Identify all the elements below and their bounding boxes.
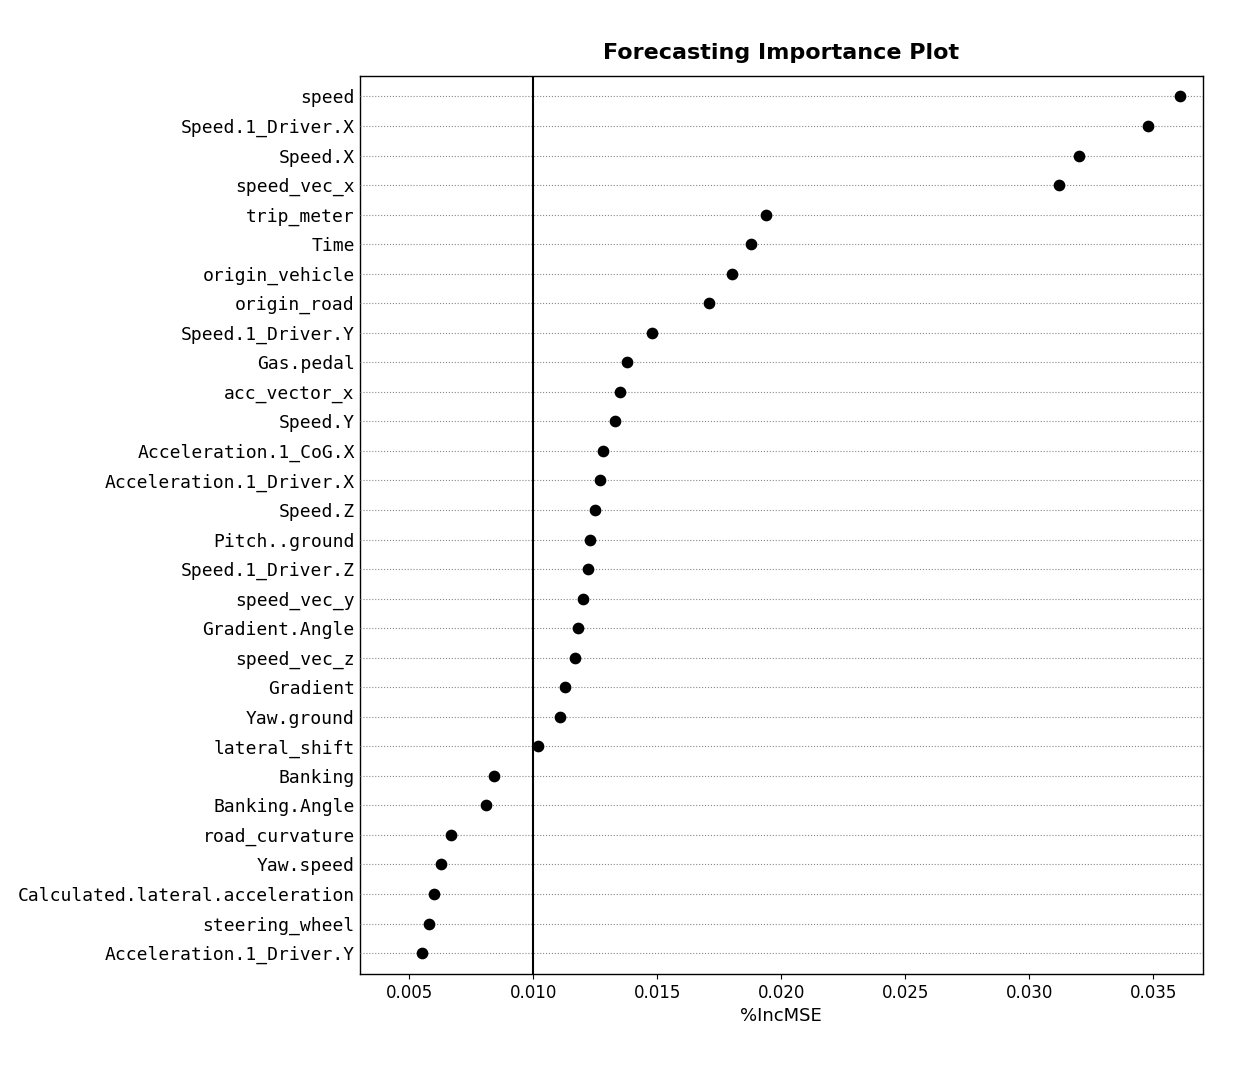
Point — [742, 236, 761, 253]
Point — [618, 354, 637, 371]
Point — [432, 856, 451, 873]
Point — [424, 885, 444, 902]
X-axis label: %IncMSE: %IncMSE — [740, 1007, 822, 1025]
Point — [580, 531, 600, 549]
Point — [412, 945, 432, 962]
Point — [1171, 88, 1190, 105]
Point — [419, 915, 439, 933]
Point — [585, 501, 605, 518]
Point — [722, 265, 742, 282]
Point — [556, 678, 575, 696]
Point — [441, 827, 461, 844]
Point — [476, 796, 496, 814]
Point — [590, 472, 610, 489]
Point — [1049, 176, 1069, 194]
Point — [605, 412, 625, 430]
Point — [551, 708, 570, 725]
Point — [565, 649, 585, 667]
Point — [578, 560, 598, 578]
Point — [699, 294, 719, 312]
Point — [1138, 117, 1158, 134]
Point — [610, 383, 630, 400]
Point — [756, 206, 776, 223]
Point — [1069, 147, 1089, 164]
Title: Forecasting Importance Plot: Forecasting Importance Plot — [603, 43, 960, 63]
Point — [642, 325, 662, 342]
Point — [573, 590, 593, 607]
Point — [568, 620, 588, 637]
Point — [484, 767, 503, 784]
Point — [593, 443, 613, 460]
Point — [528, 738, 548, 755]
